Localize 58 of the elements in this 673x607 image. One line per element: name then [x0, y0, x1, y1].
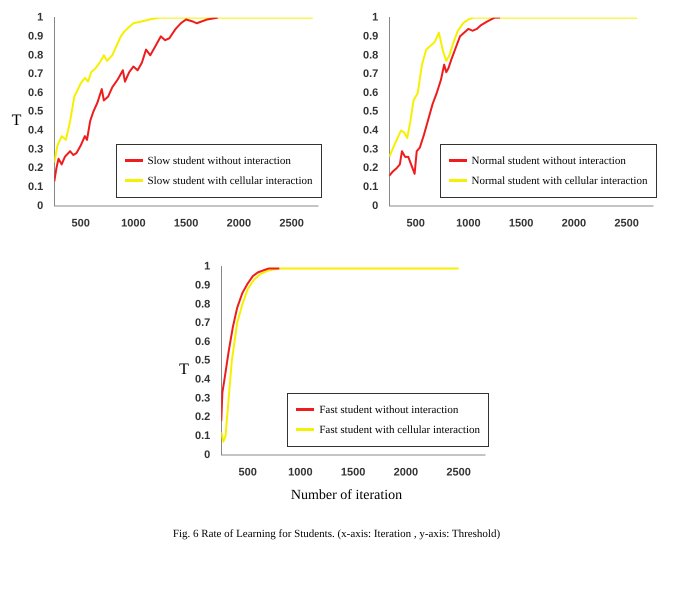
y-tick-label: 0.7 — [27, 68, 43, 80]
y-tick-label: 0.5 — [194, 354, 210, 367]
y-tick-label: 0.3 — [362, 143, 378, 156]
y-tick-label: 0.7 — [194, 317, 210, 330]
x-tick-label: 2000 — [561, 217, 586, 230]
y-tick-label: 0.6 — [194, 336, 210, 348]
y-tick-label: 0.1 — [27, 181, 43, 194]
x-tick-label: 500 — [406, 217, 424, 230]
x-tick-label: 1000 — [288, 466, 313, 478]
y-tick-label: 0.9 — [27, 30, 43, 42]
y-tick-label: 0 — [372, 200, 378, 212]
y-tick-label: 1 — [372, 12, 378, 24]
legend-label: Normal student without interaction — [472, 154, 626, 169]
y-tick-label: 0.8 — [362, 49, 378, 62]
y-tick-label: 0.9 — [194, 279, 210, 292]
y-tick-label: 0 — [204, 448, 210, 461]
x-tick-label: 2500 — [278, 217, 304, 230]
x-tick-label: 500 — [70, 217, 90, 230]
y-tick-label: 0.3 — [27, 143, 43, 156]
legend-label: Slow student with cellular interaction — [148, 174, 312, 189]
x-tick-label: 2000 — [226, 217, 251, 230]
x-tick-label: 1000 — [120, 217, 146, 230]
x-tick-label: 2500 — [614, 217, 638, 230]
y-axis-title: T — [10, 112, 22, 130]
y-tick-label: 0.5 — [362, 106, 378, 118]
x-tick-label: 1500 — [508, 217, 533, 230]
legend-label: Fast student without interaction — [319, 402, 458, 418]
y-tick-label: 0.4 — [362, 124, 379, 137]
x-tick-label: 1500 — [173, 217, 198, 230]
x-tick-label: 1500 — [340, 466, 366, 478]
y-tick-label: 0.4 — [194, 374, 212, 386]
legend-label: Slow student without interaction — [148, 154, 291, 169]
x-tick-label: 2500 — [446, 466, 471, 478]
y-tick-label: 0.1 — [362, 181, 378, 194]
y-tick-label: 0.5 — [27, 106, 43, 118]
legend-label: Normal student with cellular interaction — [472, 174, 648, 189]
x-tick-label: 500 — [238, 466, 257, 478]
y-tick-label: 0.3 — [194, 392, 210, 404]
y-tick-label: 1 — [204, 260, 210, 273]
x-axis-title: Number of iteration — [290, 488, 402, 504]
x-tick-label: 1000 — [456, 217, 480, 230]
y-tick-label: 0.7 — [362, 68, 378, 80]
y-tick-label: 0.2 — [362, 162, 378, 174]
x-tick-label: 2000 — [394, 466, 418, 478]
y-tick-label: 0.6 — [362, 86, 378, 99]
y-tick-label: 0.1 — [194, 430, 210, 442]
y-tick-label: 0.8 — [194, 298, 210, 310]
caption: Fig. 6 Rate of Learning for Students. (x-axis: Iteration , y-axis: Threshold) — [172, 528, 502, 540]
y-tick-label: 0.2 — [27, 162, 43, 174]
y-tick-label: 0.2 — [194, 411, 210, 424]
y-axis-title: T — [178, 360, 190, 378]
y-tick-label: 1 — [36, 12, 43, 24]
y-tick-label: 0.6 — [27, 86, 43, 99]
y-tick-label: 0.9 — [362, 30, 378, 42]
legend-label: Fast student with cellular interaction — [319, 422, 480, 438]
y-tick-label: 0 — [36, 200, 43, 212]
y-tick-label: 0.8 — [27, 49, 43, 62]
y-tick-label: 0.4 — [27, 124, 44, 137]
